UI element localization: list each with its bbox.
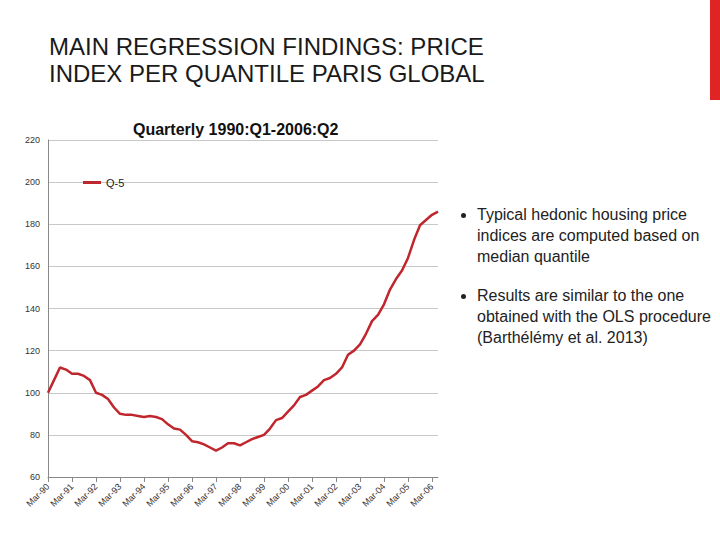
svg-text:Mar-06: Mar-06 xyxy=(408,481,435,508)
svg-text:Mar-95: Mar-95 xyxy=(144,481,171,508)
svg-text:MAIN REGRESSION FINDINGS: PRIC: MAIN REGRESSION FINDINGS: PRICE xyxy=(49,33,490,60)
svg-text:Mar-91: Mar-91 xyxy=(48,481,75,508)
svg-text:Mar-92: Mar-92 xyxy=(72,481,99,508)
svg-text:60: 60 xyxy=(30,472,40,482)
svg-text:INDEX PER QUANTILE PARIS GLOBA: INDEX PER QUANTILE PARIS GLOBAL xyxy=(49,60,485,87)
svg-text:Mar-97: Mar-97 xyxy=(192,481,219,508)
svg-text:Q-5: Q-5 xyxy=(106,177,124,189)
svg-text:Mar-04: Mar-04 xyxy=(360,481,387,508)
svg-text:120: 120 xyxy=(25,346,40,356)
svg-text:Mar-96: Mar-96 xyxy=(168,481,195,508)
svg-text:140: 140 xyxy=(25,304,40,314)
svg-text:Mar-94: Mar-94 xyxy=(120,481,147,508)
html-text:Results are similar to the one: Results are similar to the one obtained … xyxy=(477,287,711,346)
svg-text:160: 160 xyxy=(25,261,40,271)
svg-text:Mar-93: Mar-93 xyxy=(96,481,123,508)
svg-text:Mar-01: Mar-01 xyxy=(288,481,315,508)
html-text:Typical hedonic housing price: Typical hedonic housing price indices ar… xyxy=(477,206,700,265)
svg-text:Mar-99: Mar-99 xyxy=(240,481,267,508)
svg-text:Mar-98: Mar-98 xyxy=(216,481,243,508)
svg-text:Mar-00: Mar-00 xyxy=(264,481,291,508)
svg-text:80: 80 xyxy=(30,430,40,440)
svg-text:Mar-02: Mar-02 xyxy=(312,481,339,508)
svg-text:200: 200 xyxy=(25,177,40,187)
svg-text:Mar-03: Mar-03 xyxy=(336,481,363,508)
svg-text:180: 180 xyxy=(25,219,40,229)
svg-text:220: 220 xyxy=(25,135,40,145)
svg-text:Quarterly 1990:Q1-2006:Q2: Quarterly 1990:Q1-2006:Q2 xyxy=(133,121,339,138)
svg-text:100: 100 xyxy=(25,388,40,398)
svg-text:Mar-05: Mar-05 xyxy=(384,481,411,508)
svg-text:Mar-90: Mar-90 xyxy=(24,481,51,508)
